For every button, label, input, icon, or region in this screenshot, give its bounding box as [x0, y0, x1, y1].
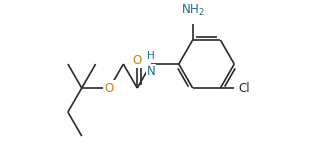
Text: O: O — [133, 54, 142, 67]
Text: Cl: Cl — [238, 82, 250, 95]
Text: NH$_2$: NH$_2$ — [181, 3, 204, 18]
Text: O: O — [105, 82, 114, 95]
Text: H: H — [147, 51, 155, 61]
Text: N: N — [147, 65, 155, 78]
